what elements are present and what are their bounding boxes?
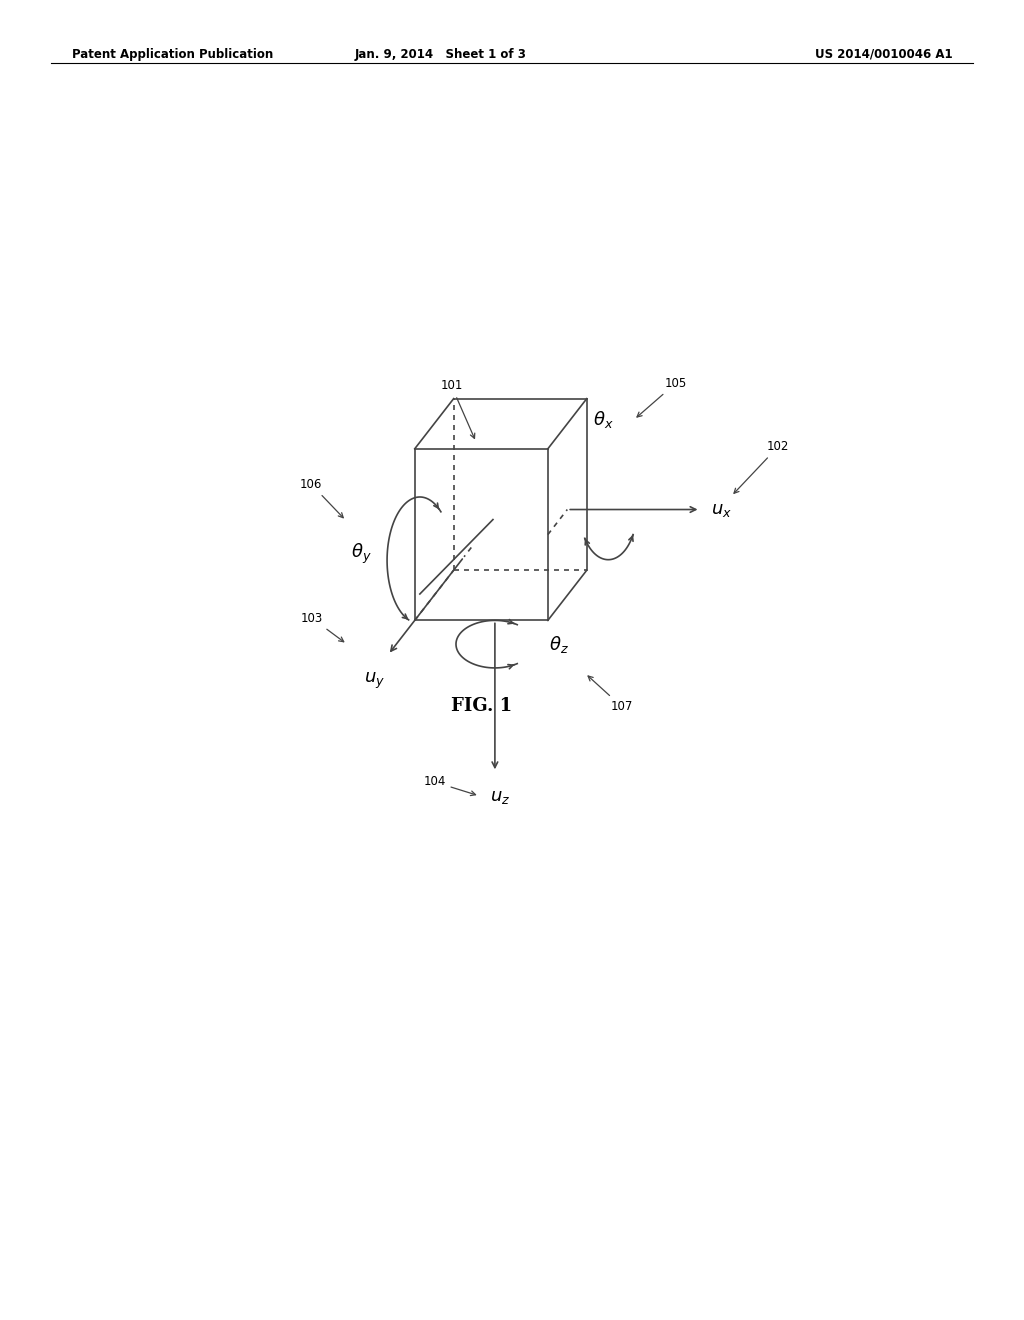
- Text: 104: 104: [423, 775, 475, 796]
- Text: $u_y$: $u_y$: [365, 671, 385, 690]
- Text: $u_x$: $u_x$: [711, 500, 731, 519]
- Text: US 2014/0010046 A1: US 2014/0010046 A1: [815, 48, 952, 61]
- Text: $u_z$: $u_z$: [489, 788, 510, 807]
- Text: 101: 101: [440, 379, 475, 438]
- Text: $\theta_y$: $\theta_y$: [351, 541, 372, 566]
- Text: FIG. 1: FIG. 1: [451, 697, 512, 715]
- Text: $\theta_x$: $\theta_x$: [593, 409, 613, 430]
- Text: Jan. 9, 2014   Sheet 1 of 3: Jan. 9, 2014 Sheet 1 of 3: [354, 48, 526, 61]
- Text: 106: 106: [300, 478, 343, 517]
- Text: 107: 107: [588, 676, 633, 713]
- Text: $\theta_z$: $\theta_z$: [549, 634, 569, 655]
- Text: 105: 105: [637, 376, 687, 417]
- Text: Patent Application Publication: Patent Application Publication: [72, 48, 273, 61]
- Text: 102: 102: [734, 440, 790, 494]
- Text: 103: 103: [301, 611, 344, 642]
